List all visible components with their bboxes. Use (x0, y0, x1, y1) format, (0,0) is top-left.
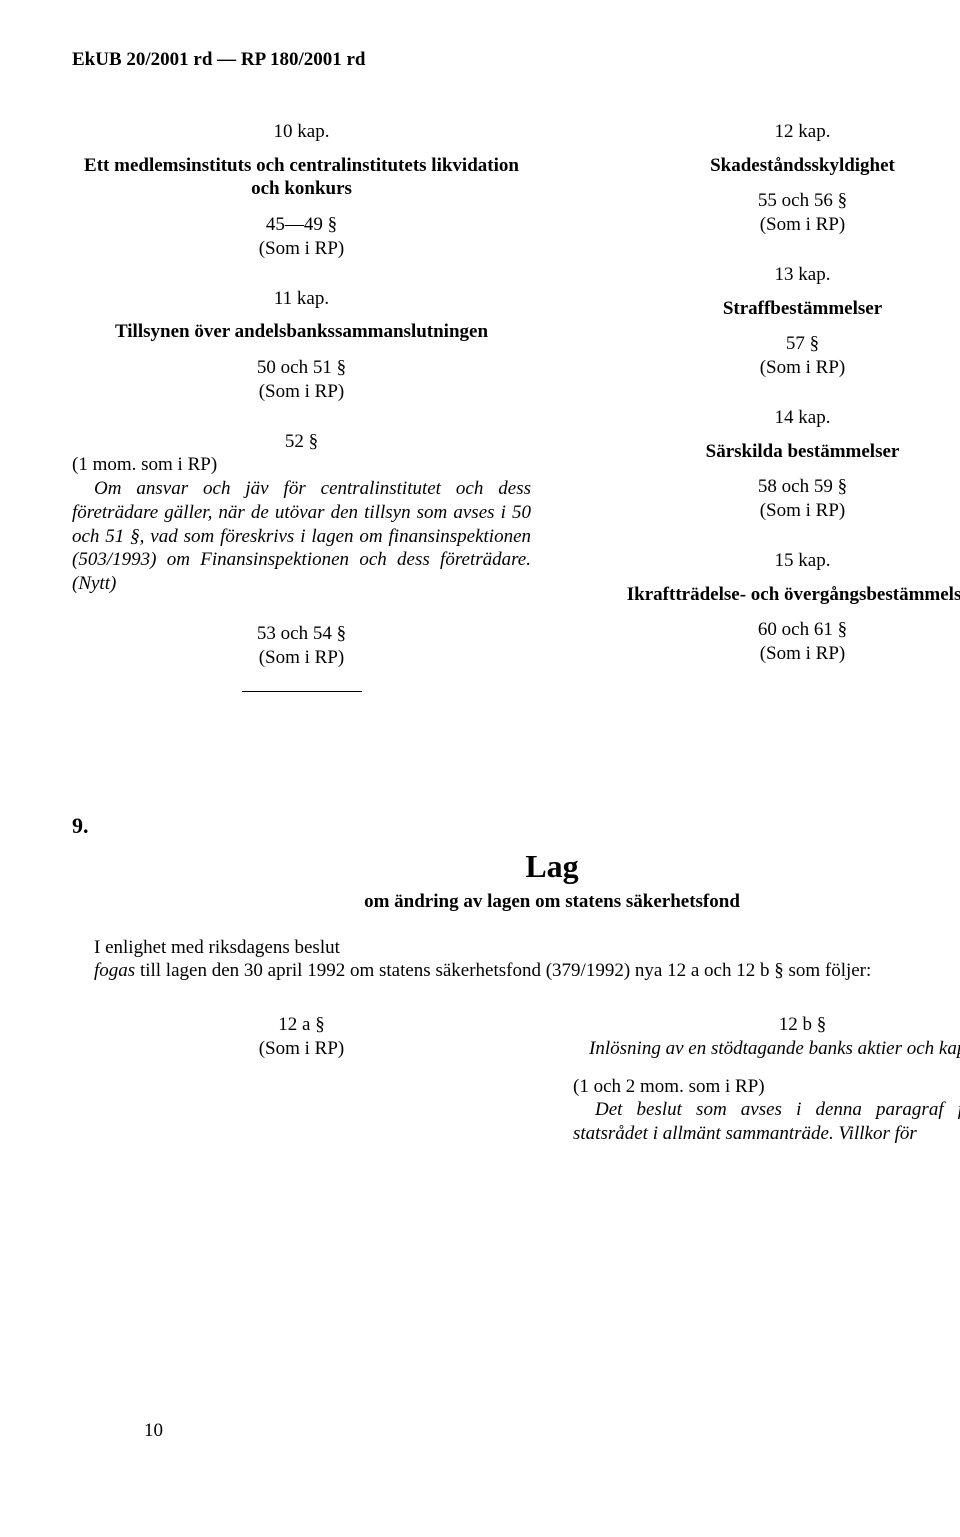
sect-58-59: 58 och 59 § (573, 475, 960, 499)
sect-57: 57 § (573, 332, 960, 356)
sect-12b: 12 b § (573, 1013, 960, 1037)
som-i-rp-r1: (Som i RP) (573, 213, 960, 237)
heading-likvidation: Ett medlemsinstituts och centralinstitut… (72, 154, 531, 202)
sect-12a: 12 a § (72, 1013, 531, 1037)
sect-45-49: 45—49 § (72, 213, 531, 237)
section-divider (242, 691, 362, 692)
heading-12b: Inlösning av en stödtagande banks aktier… (573, 1037, 960, 1061)
law-ingress: I enlighet med riksdagens beslut fogas t… (72, 936, 960, 984)
heading-sarskilda: Särskilda bestämmelser (573, 440, 960, 464)
mom-1-2: (1 och 2 mom. som i RP) (573, 1075, 960, 1099)
law-subtitle: om ändring av lagen om statens säkerhets… (72, 890, 960, 914)
sect-60-61: 60 och 61 § (573, 618, 960, 642)
ingress-fogas: fogas (94, 960, 135, 981)
para-12b-body: Det beslut som avses i denna paragraf fa… (573, 1098, 960, 1146)
som-i-rp-3: (Som i RP) (72, 646, 531, 670)
upper-columns: 10 kap. Ett medlemsinstituts och central… (72, 120, 960, 693)
para-52-body: (1 mom. som i RP) Om ansvar och jäv för … (72, 453, 531, 596)
kap-13: 13 kap. (573, 263, 960, 287)
sect-53-54: 53 och 54 § (72, 622, 531, 646)
som-i-rp-2: (Som i RP) (72, 380, 531, 404)
law-number: 9. (72, 812, 960, 840)
heading-ikraft: Ikraftträdelse- och övergångsbestämmelse… (573, 583, 960, 607)
kap-15: 15 kap. (573, 549, 960, 573)
lower-right-column: 12 b § Inlösning av en stödtagande banks… (573, 1013, 960, 1146)
page-number: 10 (144, 1419, 163, 1443)
kap-10: 10 kap. (72, 120, 531, 144)
som-i-rp-r4: (Som i RP) (573, 642, 960, 666)
som-i-rp-12a: (Som i RP) (72, 1037, 531, 1061)
heading-skadestand: Skadeståndsskyldighet (573, 154, 960, 178)
law-title: Lag (72, 846, 960, 886)
kap-11: 11 kap. (72, 287, 531, 311)
sect-52: 52 § (72, 430, 531, 454)
lower-columns: 12 a § (Som i RP) 12 b § Inlösning av en… (72, 1013, 960, 1146)
law-9-block: 9. Lag om ändring av lagen om statens sä… (72, 812, 960, 1146)
left-column: 10 kap. Ett medlemsinstituts och central… (72, 120, 531, 693)
heading-tillsynen: Tillsynen över andelsbankssammanslutning… (72, 320, 531, 344)
doc-header: EkUB 20/2001 rd — RP 180/2001 rd (72, 48, 960, 72)
kap-14: 14 kap. (573, 406, 960, 430)
sect-55-56: 55 och 56 § (573, 189, 960, 213)
ingress-line2: fogas till lagen den 30 april 1992 om st… (72, 959, 960, 983)
ingress-rest: till lagen den 30 april 1992 om statens … (135, 960, 871, 981)
kap-12: 12 kap. (573, 120, 960, 144)
right-column: 12 kap. Skadeståndsskyldighet 55 och 56 … (573, 120, 960, 693)
para-52-text: Om ansvar och jäv för centralinstitutet … (72, 477, 531, 596)
heading-straff: Straffbestämmelser (573, 297, 960, 321)
ingress-line1: I enlighet med riksdagens beslut (72, 936, 960, 960)
som-i-rp-1: (Som i RP) (72, 237, 531, 261)
som-i-rp-r2: (Som i RP) (573, 356, 960, 380)
sect-50-51: 50 och 51 § (72, 356, 531, 380)
lower-left-column: 12 a § (Som i RP) (72, 1013, 531, 1146)
mom-1: (1 mom. som i RP) (72, 454, 217, 475)
som-i-rp-r3: (Som i RP) (573, 499, 960, 523)
